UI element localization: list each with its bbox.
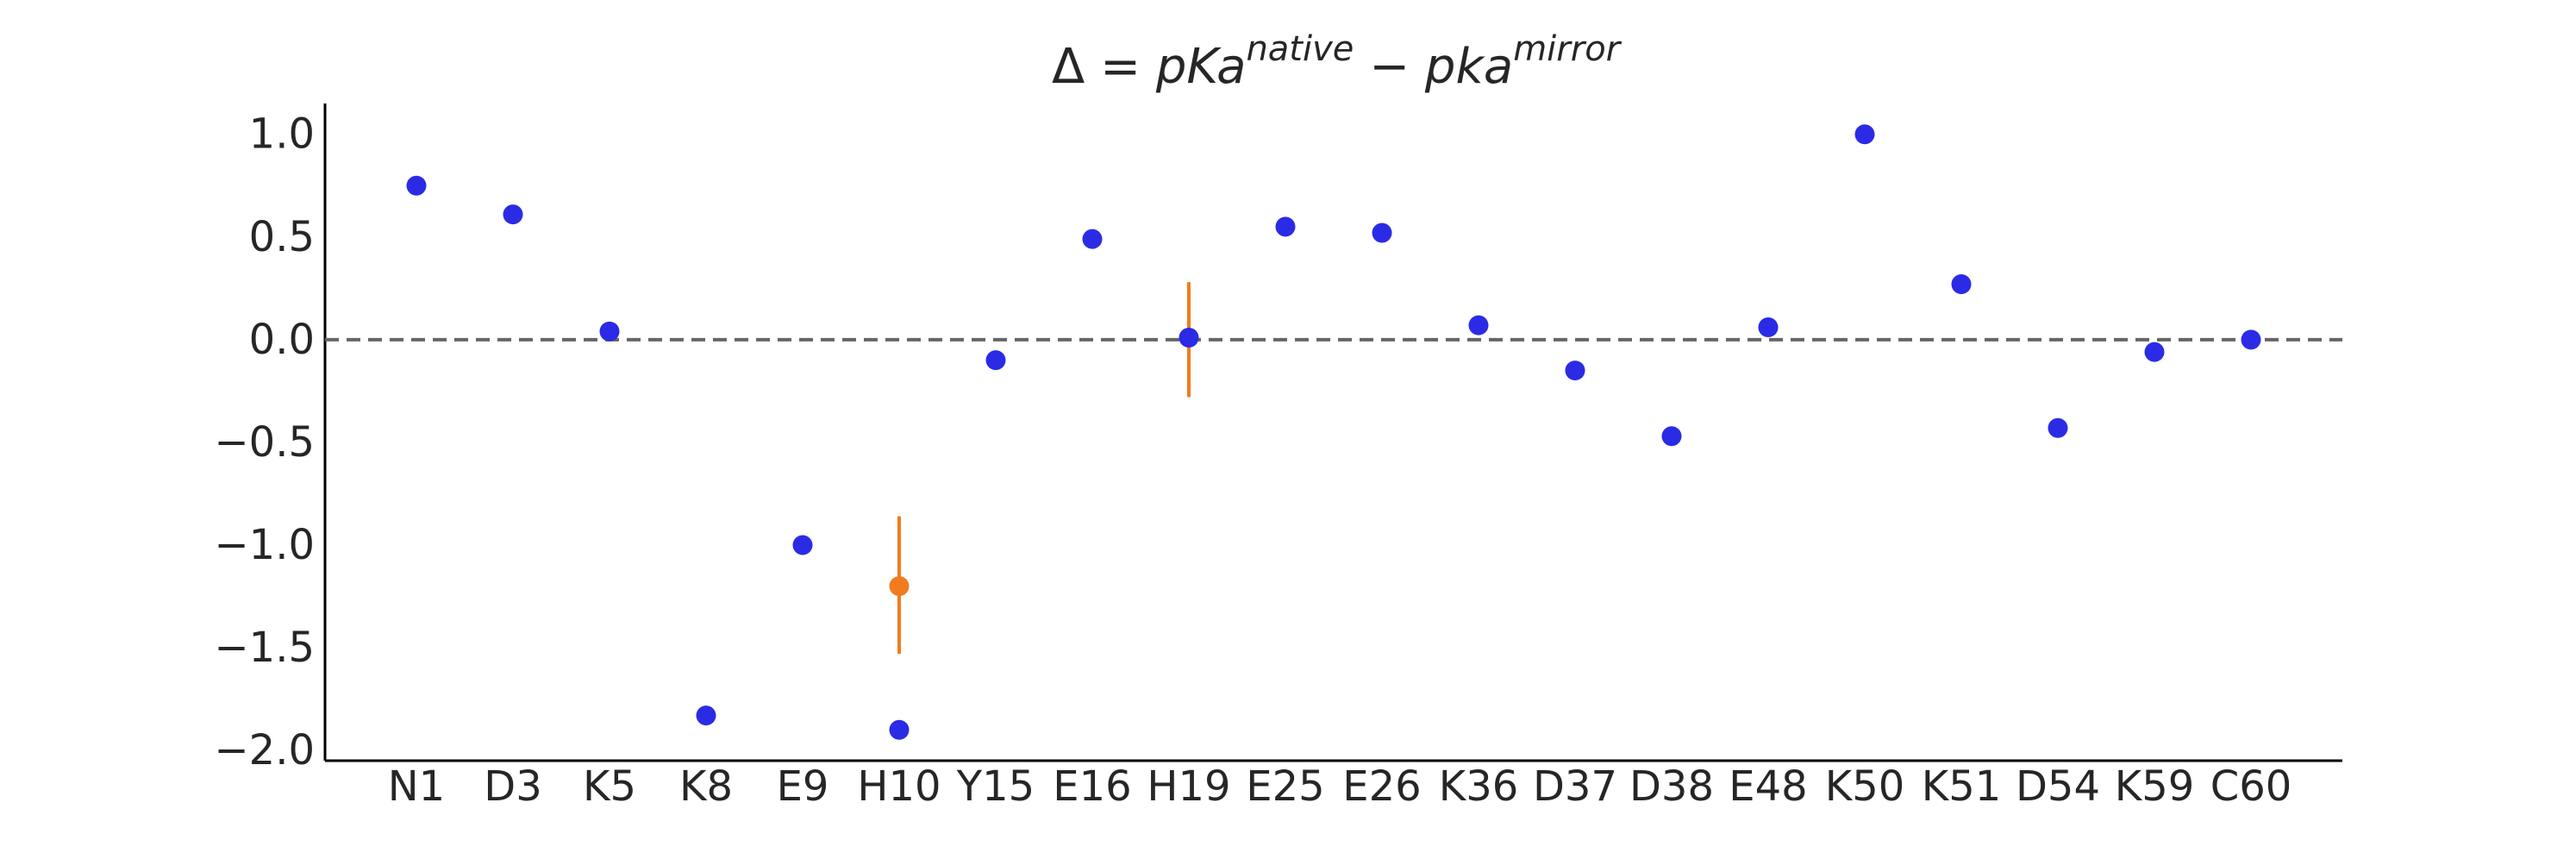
y-tick-label: 1.0	[249, 110, 315, 159]
y-tick-label: −1.0	[214, 521, 315, 569]
data-points	[406, 124, 2261, 740]
x-tick-label: E9	[777, 762, 829, 811]
axes	[323, 103, 2342, 762]
x-tick-label: K36	[1439, 762, 1519, 811]
data-point	[599, 321, 620, 342]
x-tick-label: C60	[2210, 762, 2292, 811]
title-minus: −	[1354, 39, 1425, 95]
y-tick-label: 0.0	[249, 316, 315, 364]
x-tick-label: K8	[679, 762, 733, 811]
data-point	[2144, 342, 2165, 362]
data-point	[1275, 216, 1296, 237]
data-point	[985, 350, 1006, 371]
data-point	[2048, 417, 2068, 438]
svg-text:Δ = pKanative − pkamirror: Δ = pKanative − pkamirror	[1052, 29, 1623, 95]
y-tick-label: −2.0	[214, 726, 315, 774]
title-delta: Δ	[1052, 39, 1085, 95]
x-tick-label: K50	[1825, 762, 1905, 811]
data-point	[503, 204, 523, 225]
x-tick-label: K59	[2115, 762, 2195, 811]
x-tick-label: H10	[857, 762, 941, 811]
y-tick-label: −0.5	[214, 418, 315, 467]
title-term1-sup: native	[1246, 29, 1354, 69]
x-tick-label: E48	[1729, 762, 1807, 811]
y-tick-label: 0.5	[249, 213, 315, 261]
x-tick-label: D3	[484, 762, 542, 811]
data-point	[1082, 229, 1103, 249]
x-tick-label: Y15	[956, 762, 1035, 811]
x-tick-label: D38	[1629, 762, 1714, 811]
x-axis-ticks: N1 D3 K5 K8 E9 H10 Y15 E16 H19 E25 E26 K36 D37 D38 E48…	[388, 762, 2292, 811]
data-point	[792, 535, 813, 555]
data-point	[1372, 223, 1392, 243]
data-point	[1661, 426, 1682, 447]
x-tick-label: E26	[1342, 762, 1421, 811]
title-equals: =	[1085, 39, 1156, 95]
data-point	[889, 719, 910, 740]
x-tick-label: E25	[1246, 762, 1324, 811]
error-bars	[897, 282, 1191, 655]
x-tick-label: E16	[1053, 762, 1131, 811]
x-tick-label: D54	[2016, 762, 2100, 811]
data-point	[406, 175, 427, 196]
y-axis-ticks: 1.0 0.5 0.0 −0.5 −1.0 −1.5 −2.0	[214, 110, 315, 774]
data-point	[1854, 124, 1875, 145]
data-point	[1951, 274, 1972, 295]
data-point	[1758, 317, 1779, 338]
title-term1: pKa	[1155, 39, 1247, 95]
title-term2: pka	[1424, 39, 1513, 95]
x-tick-label: N1	[388, 762, 445, 811]
data-point	[2241, 329, 2261, 350]
data-point	[1179, 327, 1199, 348]
data-point	[696, 705, 716, 726]
data-point	[1468, 315, 1489, 335]
y-tick-label: −1.5	[214, 624, 315, 672]
x-tick-label: D37	[1533, 762, 1617, 811]
data-point	[889, 576, 910, 597]
x-tick-label: K5	[583, 762, 636, 811]
title-term2-sup: mirror	[1513, 29, 1622, 69]
data-point	[1565, 361, 1585, 381]
x-tick-label: H19	[1147, 762, 1230, 811]
chart-title: Δ = pKanative − pkamirror	[1052, 29, 1623, 95]
x-tick-label: K51	[1922, 762, 2002, 811]
